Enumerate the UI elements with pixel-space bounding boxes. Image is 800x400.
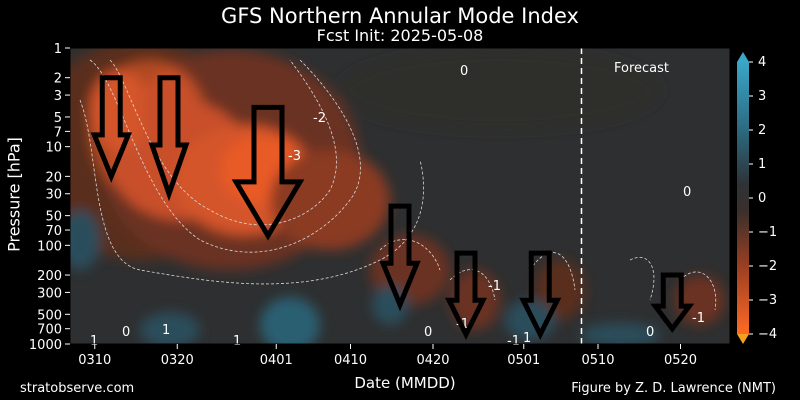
y-tick-label: 100 <box>37 239 62 254</box>
x-tick-label: 0410 <box>334 353 367 368</box>
downward-arrow <box>90 75 132 183</box>
x-tick-label: 0501 <box>507 353 540 368</box>
contour-label: 1 <box>233 334 241 349</box>
plot-frame <box>69 47 731 345</box>
colorbar-tick-label: −4 <box>758 327 777 342</box>
y-tick-label: 70 <box>45 224 62 239</box>
forecast-label: Forecast <box>614 61 669 76</box>
x-tick-label: 0310 <box>78 353 111 368</box>
colorbar-tick-label: 2 <box>758 123 766 138</box>
colorbar-tick-label: −2 <box>758 259 777 274</box>
colorbar-tick-label: −1 <box>758 225 777 240</box>
contour-label: -1 <box>692 311 705 326</box>
y-tick-label: 7 <box>54 125 62 140</box>
y-tick-label: 20 <box>45 170 62 185</box>
downward-arrows <box>90 75 695 341</box>
colorbar-tick-label: 3 <box>758 89 766 104</box>
y-tick-label: 1 <box>54 42 62 57</box>
contour-label: 0 <box>683 185 691 200</box>
x-tick-label: 0510 <box>581 353 614 368</box>
downward-arrow <box>444 250 488 341</box>
downward-arrow <box>650 272 695 333</box>
downward-arrow <box>379 203 421 312</box>
colorbar-extend-bottom <box>737 334 749 344</box>
x-tick-label: 0420 <box>416 353 449 368</box>
contour-label: 0 <box>122 325 130 340</box>
y-tick-label: 5 <box>54 111 62 126</box>
colorbar-tick-label: 1 <box>758 157 766 172</box>
downward-arrow <box>231 104 305 241</box>
contour-label: -1 <box>507 334 520 349</box>
contour-label: -1 <box>488 279 501 294</box>
x-tick-label: 0520 <box>664 353 697 368</box>
contour-label: 1 <box>90 334 98 349</box>
y-tick-label: 1000 <box>29 338 62 353</box>
y-tick-label: 3 <box>54 89 62 104</box>
y-tick-label: 30 <box>45 188 62 203</box>
contour-label: 0 <box>424 325 432 340</box>
y-tick-label: 300 <box>37 286 62 301</box>
y-tick-label: 2 <box>54 72 62 87</box>
y-tick-label: 10 <box>45 141 62 156</box>
y-tick-label: 200 <box>37 269 62 284</box>
contour-label: 1 <box>523 331 531 346</box>
x-axis-ticks: 0310 0320 0401 0410 0420 0501 0510 0520 <box>78 344 697 368</box>
colorbar: 4 3 2 1 0 −1 −2 −3 −4 <box>737 52 777 344</box>
chart-subtitle: Fcst Init: 2025-05-08 <box>316 26 484 45</box>
contour-lines <box>79 59 717 311</box>
contour-label: 1 <box>162 323 170 338</box>
author-credit: Figure by Z. D. Lawrence (NMT) <box>571 381 776 396</box>
downward-arrow <box>148 75 190 202</box>
contour-label: -2 <box>313 111 326 126</box>
source-credit: stratobserve.com <box>20 381 135 396</box>
x-tick-label: 0320 <box>161 353 194 368</box>
contour-label: -3 <box>288 149 301 164</box>
x-axis-label: Date (MMDD) <box>354 374 456 392</box>
colorbar-bar <box>737 62 749 334</box>
y-tick-label: 500 <box>37 308 62 323</box>
y-tick-label: 50 <box>45 210 62 225</box>
colorbar-tick-label: −3 <box>758 293 777 308</box>
colorbar-tick-label: 0 <box>758 191 766 206</box>
downward-arrow <box>519 250 562 341</box>
contour-label: 0 <box>460 64 468 79</box>
y-tick-label: 700 <box>37 323 62 338</box>
x-tick-label: 0401 <box>260 353 293 368</box>
chart-title: GFS Northern Annular Mode Index <box>221 4 579 28</box>
colorbar-tick-label: 4 <box>758 55 766 70</box>
colorbar-extend-top <box>737 52 749 62</box>
contour-label: 0 <box>646 325 654 340</box>
